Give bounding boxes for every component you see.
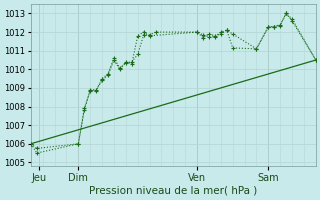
X-axis label: Pression niveau de la mer( hPa ): Pression niveau de la mer( hPa ) [89, 186, 258, 196]
